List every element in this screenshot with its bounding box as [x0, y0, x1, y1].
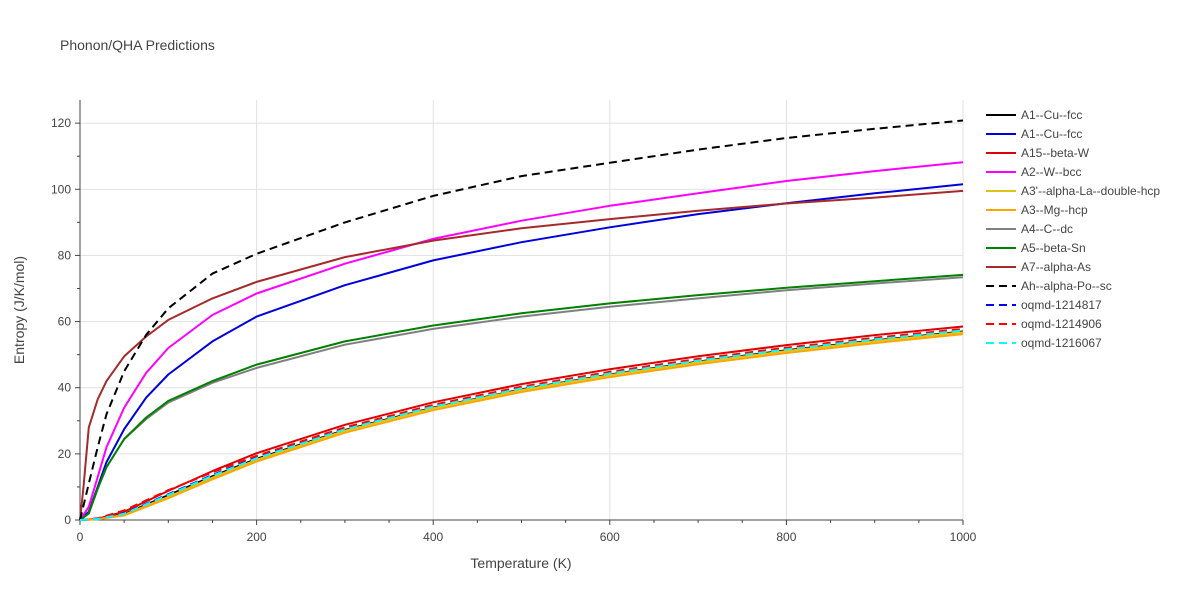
x-tick-label: 0 [77, 530, 84, 544]
legend-label[interactable]: A4--C--dc [1021, 222, 1073, 236]
legend-label[interactable]: oqmd-1214906 [1021, 317, 1102, 331]
series-line[interactable] [79, 327, 964, 521]
tick-labels: 0 200 400 600 800 1000 0 20 40 60 80 100 120 [51, 116, 977, 544]
x-tick-label: 600 [600, 530, 620, 544]
series-line[interactable] [79, 328, 964, 521]
legend-label[interactable]: A5--beta-Sn [1021, 241, 1086, 255]
legend-label[interactable]: A3'--alpha-La--double-hcp [1021, 184, 1160, 198]
legend-label[interactable]: A2--W--bcc [1021, 165, 1081, 179]
x-axis-title: Temperature (K) [470, 555, 571, 571]
y-tick-label: 20 [58, 447, 72, 461]
legend[interactable]: A1--Cu--fcc A1--Cu--fcc A15--beta-W A2--W--… [986, 108, 1160, 350]
legend-label[interactable]: A3--Mg--hcp [1021, 203, 1088, 217]
axes [75, 100, 964, 525]
series-line[interactable] [79, 189, 964, 521]
legend-label[interactable]: oqmd-1214817 [1021, 298, 1102, 312]
x-tick-label: 400 [423, 530, 443, 544]
grid [80, 100, 964, 520]
y-tick-label: 40 [58, 381, 72, 395]
series-line[interactable] [79, 273, 964, 521]
series-line[interactable] [79, 183, 964, 521]
legend-label[interactable]: A1--Cu--fcc [1021, 127, 1082, 141]
series-line[interactable] [79, 325, 964, 521]
series-line[interactable] [79, 161, 964, 521]
x-tick-label: 1000 [950, 530, 977, 544]
series-line[interactable] [79, 331, 964, 521]
y-tick-label: 0 [64, 513, 71, 527]
legend-label[interactable]: A1--Cu--fcc [1021, 108, 1082, 122]
legend-label[interactable]: Ah--alpha-Po--sc [1021, 279, 1112, 293]
y-tick-label: 100 [51, 182, 71, 196]
series-line[interactable] [79, 333, 964, 521]
y-axis-title: Entropy (J/K/mol) [11, 256, 27, 364]
series-line[interactable] [79, 330, 964, 521]
y-tick-label: 60 [58, 315, 72, 329]
chart-title: Phonon/QHA Predictions [60, 37, 215, 53]
legend-label[interactable]: oqmd-1216067 [1021, 336, 1102, 350]
x-tick-label: 200 [247, 530, 267, 544]
series-line[interactable] [79, 119, 964, 521]
plot-area[interactable] [79, 119, 964, 521]
legend-label[interactable]: A7--alpha-As [1021, 260, 1091, 274]
x-tick-label: 800 [776, 530, 796, 544]
series-line[interactable] [79, 329, 964, 521]
legend-label[interactable]: A15--beta-W [1021, 146, 1090, 160]
y-tick-label: 80 [58, 248, 72, 262]
y-tick-label: 120 [51, 116, 71, 130]
